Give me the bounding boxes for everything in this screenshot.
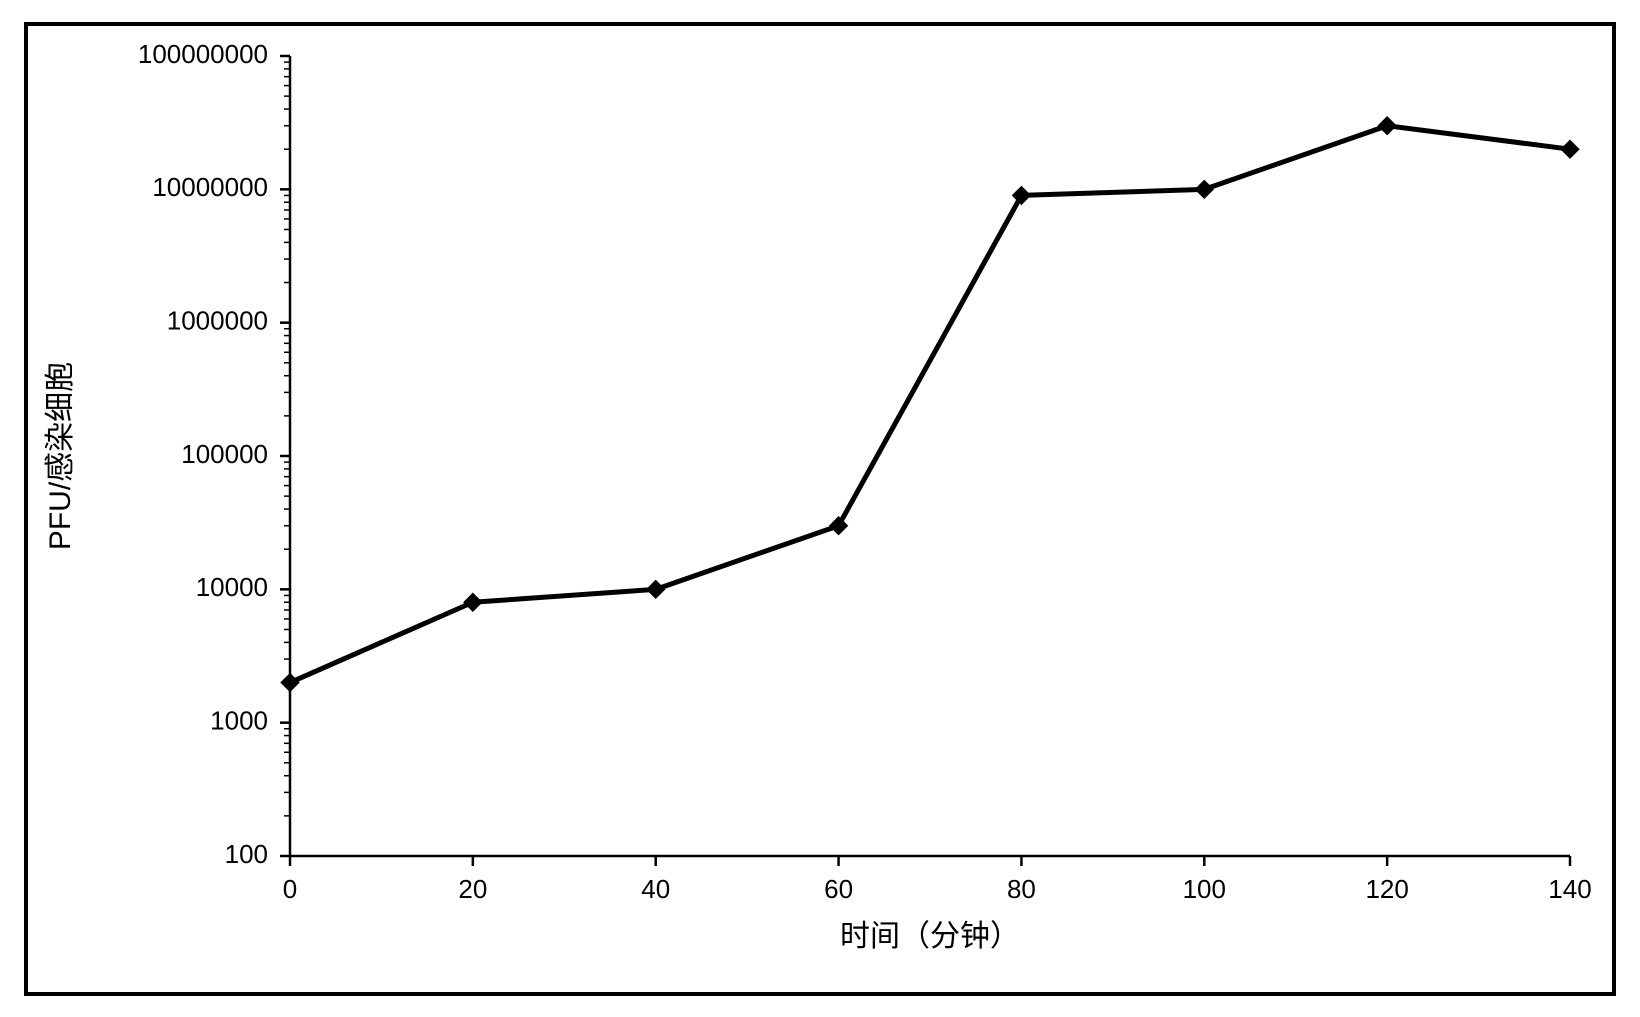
y-tick-label: 100000 <box>181 439 268 469</box>
data-marker <box>1378 117 1396 135</box>
y-axis-label: PFU/感染细胞 <box>44 362 77 550</box>
data-marker <box>1561 140 1579 158</box>
y-tick-label: 1000 <box>210 706 268 736</box>
x-tick-label: 120 <box>1365 874 1408 904</box>
x-tick-label: 40 <box>641 874 670 904</box>
x-tick-label: 100 <box>1183 874 1226 904</box>
x-ticks: 0 20 40 60 80 100 120 140 <box>283 856 1592 904</box>
y-tick-label: 100 <box>225 839 268 869</box>
x-tick-label: 0 <box>283 874 297 904</box>
x-axis-label: 时间（分钟） <box>840 920 1020 953</box>
x-tick-label: 140 <box>1548 874 1591 904</box>
data-marker <box>281 674 299 692</box>
data-marker <box>464 593 482 611</box>
x-tick-label: 60 <box>824 874 853 904</box>
y-tick-label: 10000 <box>196 572 268 602</box>
x-tick-label: 20 <box>458 874 487 904</box>
y-tick-label: 100000000 <box>138 39 268 69</box>
data-line <box>290 126 1570 683</box>
y-tick-label: 10000000 <box>152 172 268 202</box>
axes <box>290 56 1570 856</box>
data-marker <box>647 580 665 598</box>
data-marker <box>1195 180 1213 198</box>
y-ticks: 100 1000 10000 100000 1000000 10000000 1000000… <box>138 39 290 869</box>
y-tick-label: 1000000 <box>167 306 268 336</box>
growth-curve-chart: 1001000100001000001000000100000001000000… <box>0 0 1640 1017</box>
x-tick-label: 80 <box>1007 874 1036 904</box>
